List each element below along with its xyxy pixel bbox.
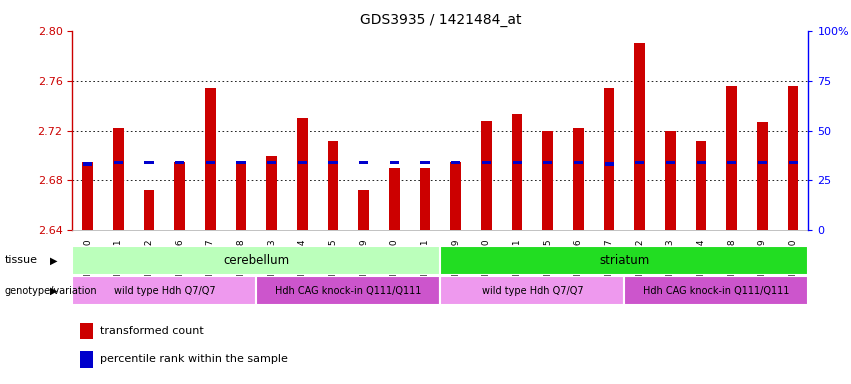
- Bar: [328, 161, 338, 164]
- Bar: [574, 161, 583, 164]
- Text: percentile rank within the sample: percentile rank within the sample: [100, 354, 288, 364]
- Bar: [83, 162, 93, 230]
- Bar: [256, 276, 440, 305]
- Text: striatum: striatum: [599, 254, 649, 266]
- Bar: [450, 162, 461, 230]
- Bar: [512, 161, 522, 164]
- Bar: [482, 161, 491, 164]
- Bar: [511, 114, 523, 230]
- Bar: [634, 43, 645, 230]
- Bar: [390, 161, 399, 164]
- Text: transformed count: transformed count: [100, 326, 204, 336]
- Bar: [297, 118, 308, 230]
- Text: cerebellum: cerebellum: [223, 254, 289, 266]
- Bar: [80, 323, 93, 339]
- Bar: [758, 161, 767, 164]
- Bar: [757, 122, 768, 230]
- Bar: [440, 246, 808, 275]
- Bar: [359, 161, 368, 164]
- Bar: [573, 128, 584, 230]
- Text: ▶: ▶: [50, 286, 58, 296]
- Bar: [328, 141, 339, 230]
- Bar: [603, 88, 614, 230]
- Bar: [451, 161, 460, 164]
- Bar: [145, 161, 153, 164]
- Bar: [389, 168, 400, 230]
- Bar: [72, 276, 256, 305]
- Bar: [481, 121, 492, 230]
- Bar: [542, 131, 553, 230]
- Bar: [205, 88, 215, 230]
- Bar: [543, 161, 552, 164]
- Bar: [665, 131, 676, 230]
- Bar: [728, 161, 736, 164]
- Bar: [298, 161, 307, 164]
- Bar: [625, 276, 808, 305]
- Text: genotype/variation: genotype/variation: [4, 286, 97, 296]
- Bar: [727, 86, 737, 230]
- Bar: [696, 141, 706, 230]
- Bar: [175, 161, 185, 164]
- Bar: [635, 161, 644, 164]
- Bar: [267, 161, 277, 164]
- Bar: [420, 161, 430, 164]
- Bar: [420, 168, 431, 230]
- Bar: [358, 190, 369, 230]
- Bar: [80, 351, 93, 367]
- Bar: [665, 161, 675, 164]
- Bar: [236, 162, 247, 230]
- Bar: [72, 246, 440, 275]
- Bar: [604, 162, 614, 166]
- Bar: [113, 128, 123, 230]
- Bar: [788, 86, 798, 230]
- Bar: [206, 161, 215, 164]
- Text: Hdh CAG knock-in Q111/Q111: Hdh CAG knock-in Q111/Q111: [275, 286, 421, 296]
- Bar: [440, 276, 625, 305]
- Text: tissue: tissue: [4, 255, 37, 265]
- Bar: [144, 190, 154, 230]
- Text: Hdh CAG knock-in Q111/Q111: Hdh CAG knock-in Q111/Q111: [643, 286, 790, 296]
- Text: wild type Hdh Q7/Q7: wild type Hdh Q7/Q7: [482, 286, 583, 296]
- Text: wild type Hdh Q7/Q7: wild type Hdh Q7/Q7: [113, 286, 215, 296]
- Bar: [83, 162, 92, 166]
- Bar: [696, 161, 705, 164]
- Bar: [114, 161, 123, 164]
- Text: ▶: ▶: [50, 255, 58, 265]
- Bar: [237, 161, 246, 164]
- Title: GDS3935 / 1421484_at: GDS3935 / 1421484_at: [360, 13, 521, 27]
- Bar: [174, 162, 185, 230]
- Bar: [789, 161, 797, 164]
- Bar: [266, 156, 277, 230]
